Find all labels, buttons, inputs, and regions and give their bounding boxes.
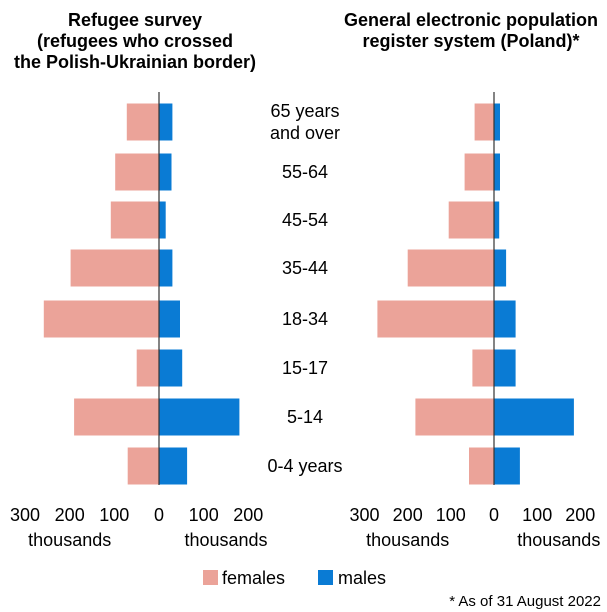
x-unit-label-right: thousands	[184, 530, 267, 550]
category-label: 18-34	[282, 309, 328, 329]
bar-females-register	[472, 349, 494, 387]
x-tick-label: 300	[349, 505, 379, 525]
bar-males-survey	[159, 349, 183, 387]
bar-males-survey	[159, 300, 180, 338]
legend-swatch-females	[203, 570, 218, 585]
bar-females-survey	[115, 153, 159, 191]
bar-males-survey	[159, 103, 173, 141]
category-label: 45-54	[282, 210, 328, 230]
bar-females-register	[448, 201, 494, 239]
bar-females-register	[415, 398, 494, 436]
bar-males-register	[494, 249, 507, 287]
bar-males-survey	[159, 447, 188, 485]
bar-females-survey	[110, 201, 159, 239]
x-tick-label: 200	[233, 505, 263, 525]
chart-title-line: register system (Poland)*	[362, 31, 579, 51]
x-tick-label: 200	[55, 505, 85, 525]
category-label: 5-14	[287, 407, 323, 427]
x-tick-label: 200	[565, 505, 595, 525]
x-tick-label: 0	[489, 505, 499, 525]
x-unit-label-right: thousands	[517, 530, 600, 550]
legend-label-males: males	[338, 568, 386, 588]
legend-label-females: females	[222, 568, 285, 588]
bar-males-survey	[159, 201, 166, 239]
chart-title-line: the Polish-Ukrainian border)	[14, 52, 256, 72]
bar-males-register	[494, 153, 500, 191]
x-tick-label: 200	[393, 505, 423, 525]
x-tick-label: 100	[99, 505, 129, 525]
bar-males-survey	[159, 249, 173, 287]
bar-males-survey	[159, 398, 240, 436]
chart-title-line: (refugees who crossed	[37, 31, 233, 51]
category-label: 35-44	[282, 258, 328, 278]
chart-title-line: General electronic population	[344, 10, 598, 30]
x-tick-label: 300	[10, 505, 40, 525]
x-unit-label-left: thousands	[28, 530, 111, 550]
x-tick-label: 100	[436, 505, 466, 525]
bar-males-register	[494, 349, 516, 387]
bar-males-register	[494, 201, 500, 239]
bar-males-register	[494, 447, 520, 485]
category-label: 15-17	[282, 358, 328, 378]
bar-females-survey	[74, 398, 159, 436]
bar-females-register	[377, 300, 494, 338]
category-label: 55-64	[282, 162, 328, 182]
bar-males-survey	[159, 153, 172, 191]
bar-females-survey	[136, 349, 159, 387]
legend-swatch-males	[318, 570, 333, 585]
category-label: 0-4 years	[267, 456, 342, 476]
x-tick-label: 0	[154, 505, 164, 525]
bar-males-register	[494, 398, 574, 436]
bar-females-survey	[127, 447, 159, 485]
bar-females-survey	[126, 103, 159, 141]
x-tick-label: 100	[522, 505, 552, 525]
bar-females-register	[469, 447, 494, 485]
bar-females-register	[407, 249, 494, 287]
x-tick-label: 100	[189, 505, 219, 525]
bar-males-register	[494, 103, 500, 141]
bar-females-survey	[43, 300, 159, 338]
bar-females-survey	[70, 249, 159, 287]
bar-males-register	[494, 300, 516, 338]
category-label: 65 years	[270, 101, 339, 121]
x-unit-label-left: thousands	[366, 530, 449, 550]
category-label: and over	[270, 123, 340, 143]
bar-females-register	[464, 153, 494, 191]
footnote: * As of 31 August 2022	[449, 593, 601, 610]
chart-title-line: Refugee survey	[68, 10, 202, 30]
bar-females-register	[474, 103, 494, 141]
